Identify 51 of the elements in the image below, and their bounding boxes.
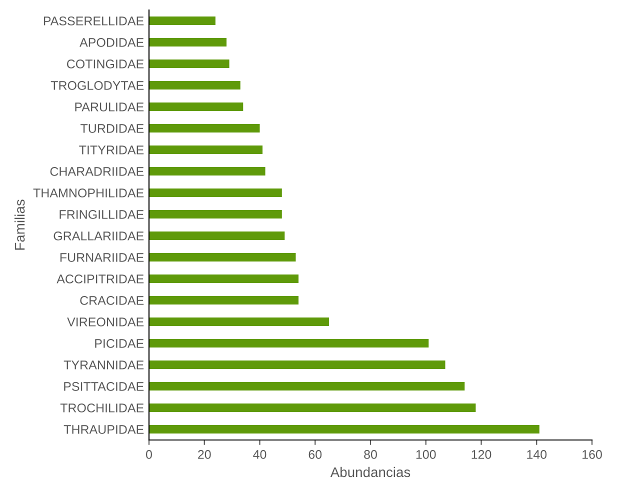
bar (149, 80, 240, 90)
y-tick-label: THRAUPIDAE (64, 425, 144, 434)
bar (149, 403, 476, 412)
y-tick-label: FURNARIIDAE (60, 253, 144, 262)
x-axis-title: Abundancias (330, 466, 410, 478)
y-tick-label: VIREONIDAE (67, 318, 144, 326)
y-tick-label: GRALLARIIDAE (54, 232, 144, 240)
y-tick-label: TROGLODYTAE (50, 81, 144, 90)
bar (149, 102, 244, 112)
bar (149, 424, 540, 434)
x-tick-label: 40 (253, 450, 266, 459)
bar (149, 296, 299, 305)
bar (149, 382, 465, 391)
bar (149, 38, 227, 47)
bar (149, 59, 230, 68)
y-tick-label: PSITTACIDAE (64, 382, 144, 391)
bar (149, 274, 299, 284)
bar (149, 166, 266, 176)
bar (149, 145, 263, 154)
x-tick-label: 20 (198, 450, 211, 459)
y-tick-label: TYRANNIDAE (64, 360, 144, 370)
x-tick-label: 60 (308, 450, 322, 459)
x-tick-label: 0 (146, 450, 152, 459)
bar (149, 231, 285, 240)
bar (149, 124, 260, 133)
y-tick-label: PARULIDAE (75, 102, 144, 112)
y-tick-label: THAMNOPHILIDAE (33, 188, 144, 198)
bar (149, 16, 216, 26)
x-tick-label: 140 (527, 450, 547, 459)
bar (149, 360, 446, 370)
y-tick-label: COTINGIDAE (66, 60, 144, 68)
y-tick-label: CHARADRIIDAE (50, 167, 144, 176)
y-tick-label: ACCIPITRIDAE (56, 274, 144, 284)
x-tick-label: 100 (416, 450, 436, 459)
x-tick-label: 120 (472, 450, 492, 459)
y-axis-title: Familias (14, 200, 25, 250)
y-tick-label: TITYRIDAE (79, 146, 144, 154)
bar (149, 188, 282, 198)
bar (149, 210, 282, 219)
y-tick-label: CRACIDAE (80, 296, 144, 305)
y-tick-label: APODIDAE (80, 38, 144, 47)
y-tick-label: TURDIDAE (80, 124, 144, 133)
y-tick-label: PASSERELLIDAE (44, 16, 144, 26)
y-tick-label: PICIDAE (95, 339, 144, 348)
y-tick-label: FRINGILLIDAE (60, 210, 144, 219)
x-tick-label: 80 (364, 450, 377, 459)
y-tick-label: TROCHILIDAE (60, 404, 144, 412)
bar (149, 252, 296, 262)
bar (149, 338, 429, 348)
x-tick-label: 160 (582, 450, 602, 459)
bar (149, 317, 329, 326)
